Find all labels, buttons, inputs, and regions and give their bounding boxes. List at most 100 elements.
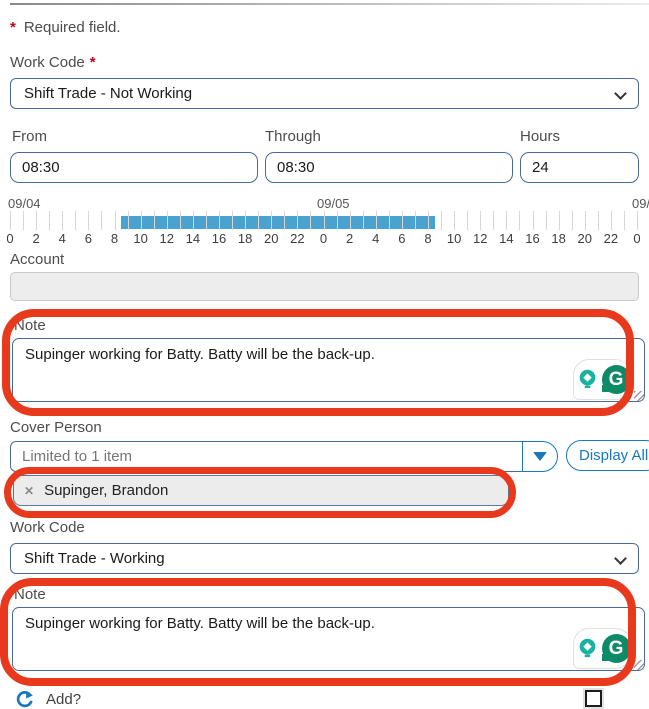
timeline-tick <box>349 211 351 230</box>
timeline-tick <box>375 211 377 230</box>
timeline-tick <box>441 211 443 230</box>
timeline-tick <box>480 211 482 230</box>
timeline-tick <box>401 211 403 230</box>
timeline-hour-label: 20 <box>577 231 592 246</box>
add-checkbox[interactable] <box>585 690 602 707</box>
timeline-ticks: 0 2 4 6 8 10 12 14 16 18 20 22 0 2 4 6 8 10 12 14 16 18 20 22 0 <box>6 196 641 248</box>
timeline-hour-label: 18 <box>237 231 253 246</box>
timeline-tick <box>23 211 25 230</box>
timeline-tick <box>297 211 299 230</box>
timeline-tick <box>49 211 51 230</box>
work-code-select-top-value: Shift Trade - Not Working <box>24 85 193 102</box>
selected-person-chip: ✕ Supinger, Brandon <box>13 475 509 506</box>
chip-remove-icon[interactable]: ✕ <box>24 483 35 498</box>
work-code-label-top: Work Code * <box>10 54 96 71</box>
timeline-tick <box>545 211 547 230</box>
timeline-hour-label: 12 <box>159 231 174 246</box>
suggestion-lightbulb-icon[interactable] <box>576 368 599 391</box>
refresh-icon[interactable] <box>16 690 34 708</box>
timeline-hour-label: 6 <box>84 231 92 246</box>
timeline-tick <box>153 211 155 230</box>
timeline-tick <box>428 211 429 230</box>
from-input[interactable] <box>10 152 258 183</box>
note-label-first: Note <box>14 317 46 334</box>
note-textarea-first[interactable]: Supinger working for Batty. Batty will b… <box>12 338 645 402</box>
from-label: From <box>12 128 47 145</box>
work-code-label-bottom: Work Code <box>10 519 85 536</box>
timeline-tick <box>532 211 534 230</box>
timeline-tick <box>192 211 194 230</box>
timeline-tick <box>179 211 181 230</box>
timeline-hour-label: 0 <box>6 231 14 246</box>
timeline-tick <box>336 211 338 230</box>
timeline-tick <box>323 211 325 230</box>
timeline-shift-bar <box>121 216 435 229</box>
timeline-hour-label: 12 <box>473 231 488 246</box>
timeline-tick <box>637 211 638 230</box>
timeline-tick <box>75 211 77 230</box>
timeline-tick <box>271 211 273 230</box>
chip-name: Supinger, Brandon <box>44 482 169 499</box>
required-field-note: * Required field. <box>10 19 121 36</box>
timeline-tick <box>388 211 390 230</box>
timeline-hour-label: 6 <box>398 231 406 246</box>
timeline-hour-label: 2 <box>346 231 354 246</box>
top-divider <box>10 3 649 5</box>
work-code-select-bottom[interactable]: Shift Trade - Working <box>10 543 639 574</box>
account-input <box>10 272 639 301</box>
suggestion-lightbulb-icon[interactable] <box>576 637 599 660</box>
required-text: Required field. <box>23 19 121 36</box>
timeline-tick <box>10 211 11 230</box>
timeline-tick <box>623 211 625 230</box>
timeline-hour-label: 2 <box>32 231 40 246</box>
note-label-second: Note <box>14 586 46 603</box>
grammarly-widget: G <box>573 628 633 669</box>
timeline-tick <box>219 211 220 230</box>
timeline-hour-label: 18 <box>551 231 566 246</box>
through-input[interactable] <box>265 152 513 183</box>
grammarly-widget: G <box>573 359 633 400</box>
required-asterisk: * <box>10 19 16 36</box>
textarea-resize-handle[interactable] <box>634 660 644 670</box>
timeline-tick <box>584 211 586 230</box>
timeline-tick <box>454 211 456 230</box>
hours-input[interactable] <box>520 152 639 183</box>
timeline-hour-label: 14 <box>185 231 201 246</box>
timeline-tick <box>258 211 260 230</box>
textarea-resize-handle[interactable] <box>634 391 644 401</box>
timeline-tick <box>558 211 560 230</box>
timeline-hour-label: 8 <box>110 231 119 246</box>
timeline-tick <box>127 211 129 230</box>
display-all-button[interactable]: Display All <box>566 440 649 471</box>
required-asterisk: * <box>89 54 96 71</box>
timeline-tick <box>493 211 495 230</box>
work-code-select-bottom-value: Shift Trade - Working <box>24 550 165 567</box>
timeline-tick <box>62 211 64 230</box>
timeline-tick <box>205 211 207 230</box>
grammarly-logo-icon[interactable]: G <box>601 365 631 394</box>
timeline-hour-label: 16 <box>525 231 540 246</box>
work-code-select-top[interactable]: Shift Trade - Not Working <box>10 78 639 109</box>
timeline-tick <box>88 211 90 230</box>
timeline-hour-label: 0 <box>633 231 641 246</box>
timeline-tick <box>571 211 573 230</box>
cover-person-input[interactable] <box>10 441 523 472</box>
shift-timeline: 09/04 09/05 09/ 0 2 4 6 8 10 12 14 16 18 20 22 0 2 4 6 8… <box>6 196 649 248</box>
account-label: Account <box>10 251 65 268</box>
cover-person-dropdown-button[interactable] <box>522 441 558 472</box>
timeline-tick <box>284 211 286 230</box>
timeline-tick <box>36 211 38 230</box>
through-label: Through <box>265 128 321 145</box>
timeline-tick <box>140 211 142 230</box>
grammarly-logo-icon[interactable]: G <box>601 634 631 663</box>
timeline-hour-label: 10 <box>133 231 148 246</box>
note-textarea-second[interactable]: Supinger working for Batty. Batty will b… <box>12 607 645 671</box>
timeline-tick <box>245 211 247 230</box>
timeline-tick <box>610 211 612 230</box>
cover-person-label: Cover Person <box>10 419 102 436</box>
timeline-hour-label: 10 <box>446 231 462 246</box>
caret-down-icon <box>533 452 547 461</box>
timeline-hour-label: 22 <box>290 231 305 246</box>
hours-label: Hours <box>520 128 561 145</box>
